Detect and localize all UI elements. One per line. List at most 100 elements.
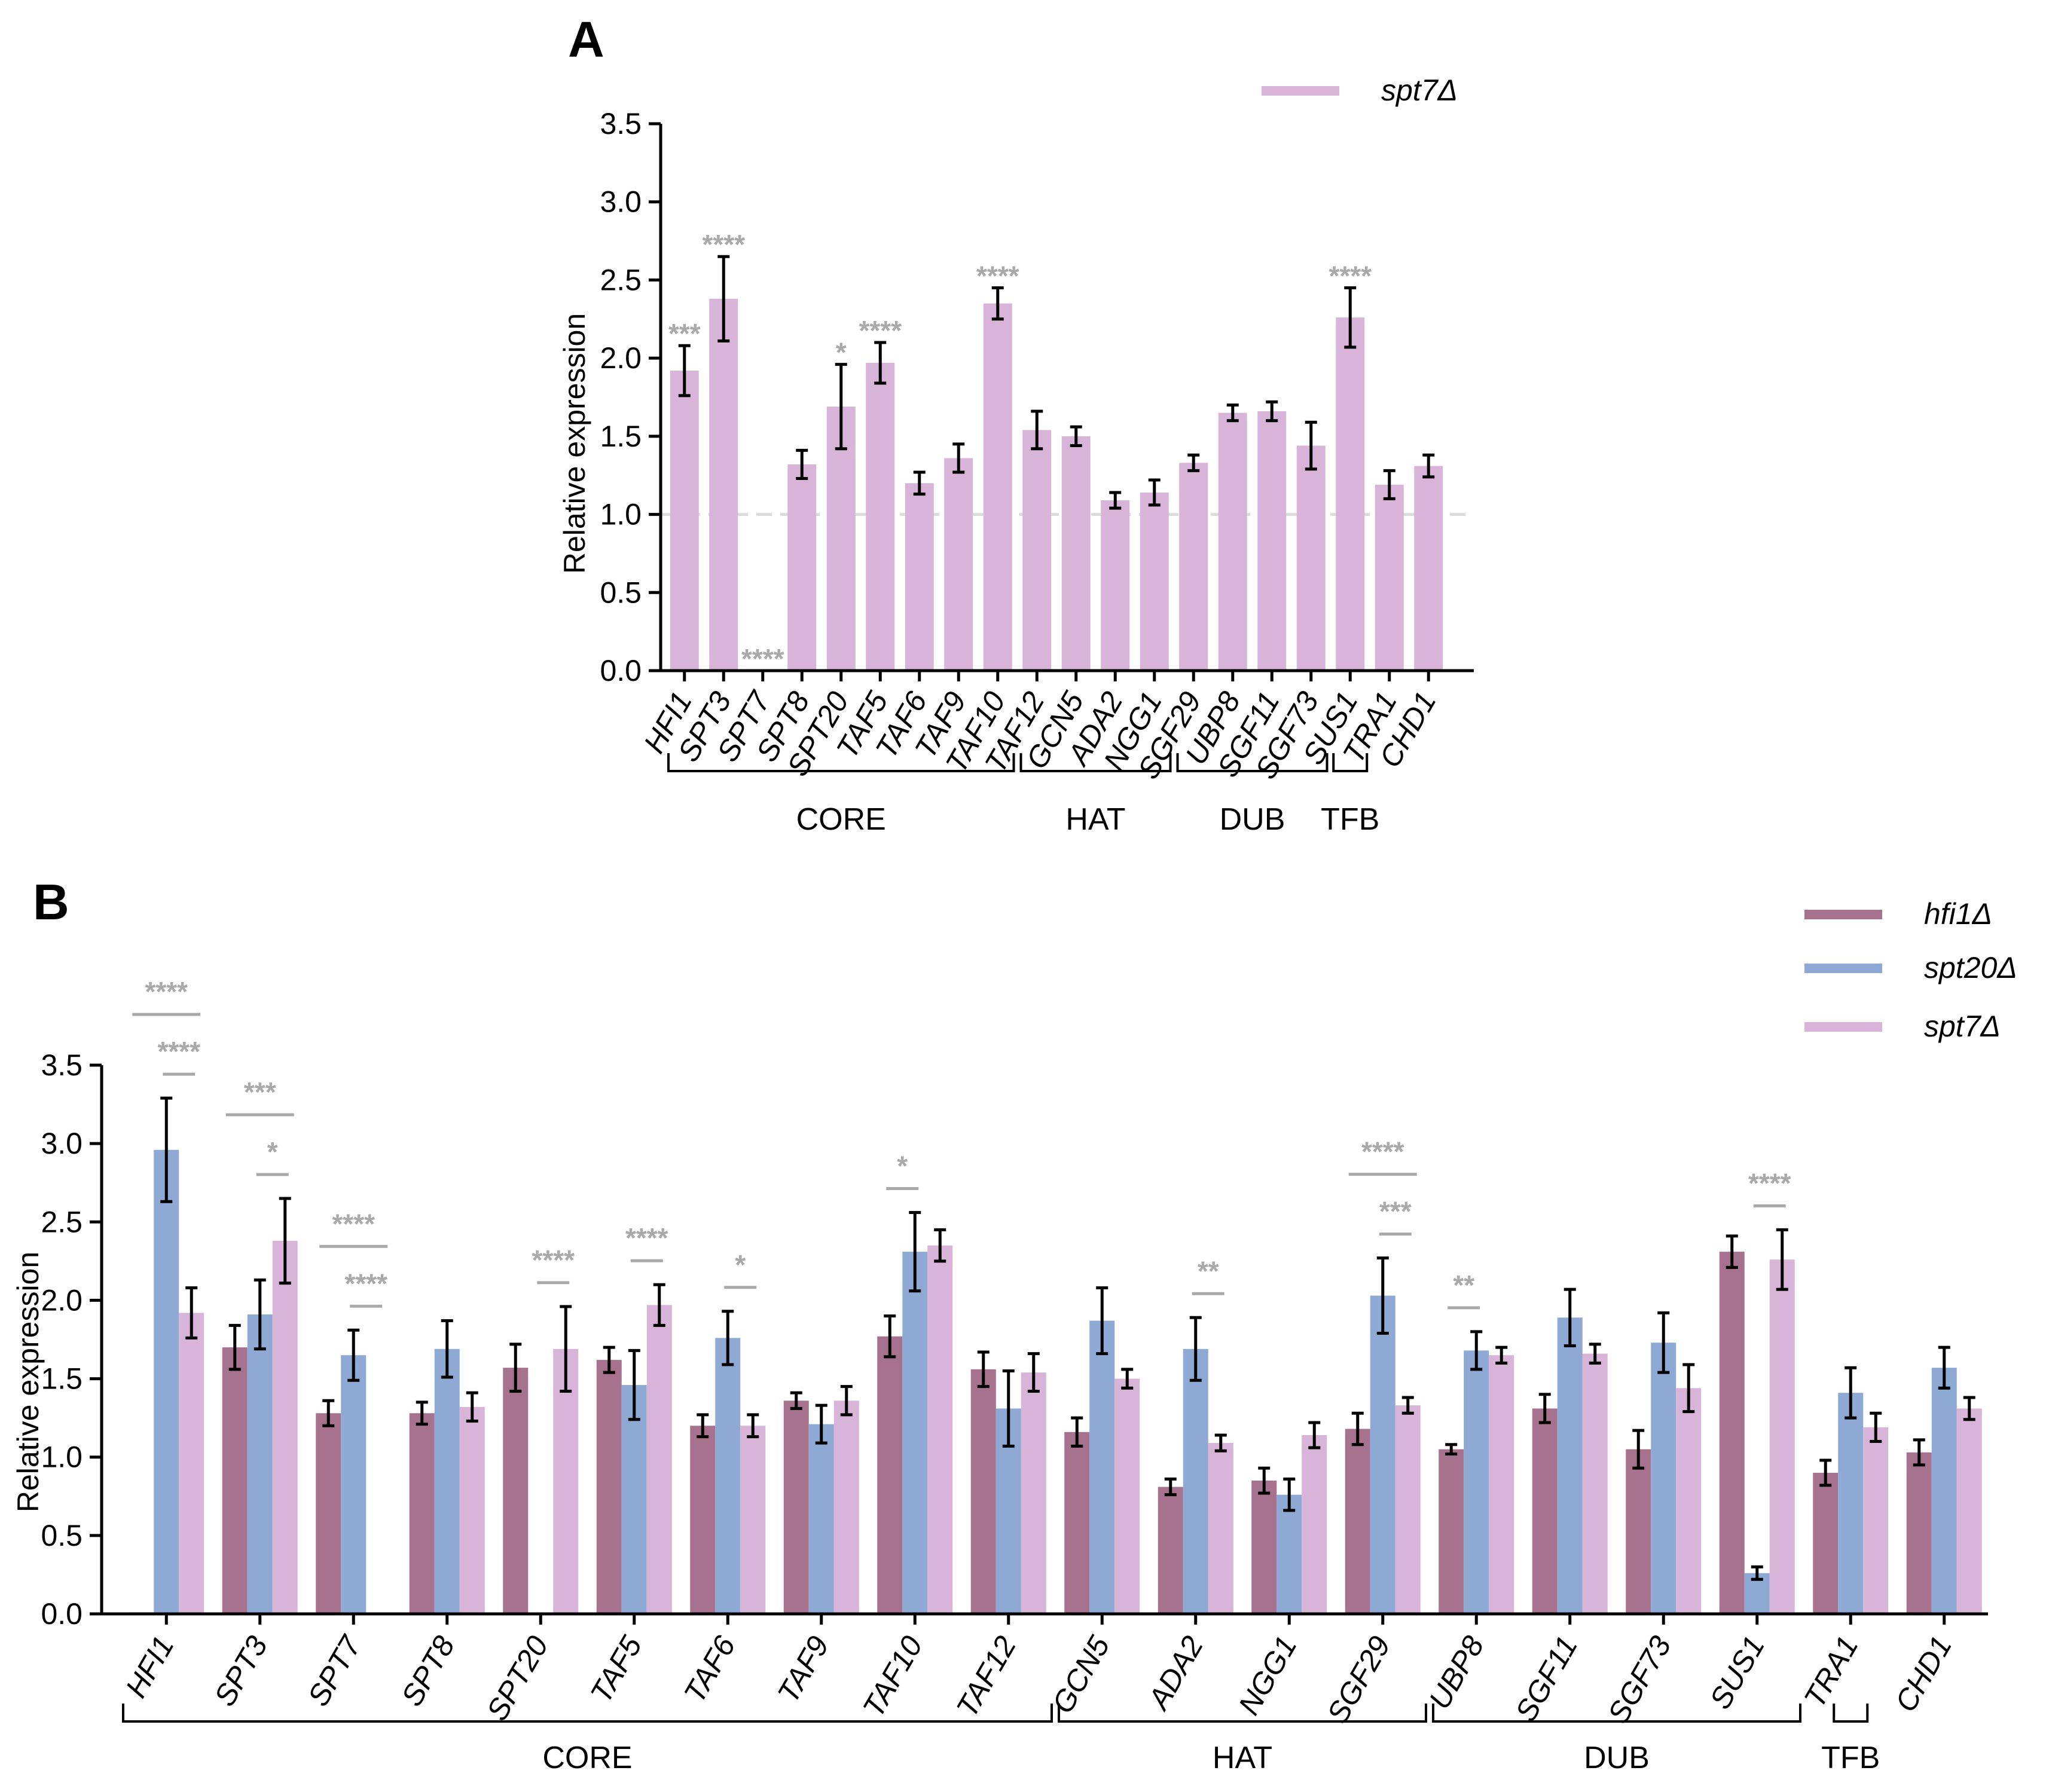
panel-b-bar-tra1-spt20 <box>1838 1393 1864 1614</box>
panel-b-error-bar-taf12-hfi1 <box>977 1350 990 1389</box>
panel-b-significance-spt3: * <box>267 1136 278 1167</box>
panel-a-legend-label-spt7: spt7Δ <box>1381 74 1458 107</box>
panel-b-groups: CORE HAT DUB TFB <box>122 1704 1880 1775</box>
panel-b-bar-sgf29-spt20 <box>1370 1295 1395 1614</box>
panel-a-y-tick-label: 2.5 <box>600 263 642 296</box>
panel-b-bar-tra1-hfi1 <box>1813 1472 1839 1614</box>
panel-b-bar-spt20-hfi1 <box>503 1368 529 1614</box>
panel-b-error-bar-ubp8-spt20 <box>1470 1330 1483 1371</box>
panel-b-group-label-tfb: TFB <box>1821 1741 1880 1775</box>
panel-a-error-bar-ngg1-spt7 <box>1148 478 1161 507</box>
panel-b-error-bar-taf9-spt7 <box>840 1385 853 1417</box>
panel-b-bar-spt8-hfi1 <box>409 1413 435 1614</box>
panel-b-error-bar-taf5-hfi1 <box>603 1345 615 1374</box>
panel-a-error-bar-ubp8-spt7 <box>1226 403 1239 423</box>
panel-b-error-bar-spt20-hfi1 <box>509 1343 522 1393</box>
panel-b-error-bar-tra1-spt7 <box>1870 1411 1882 1443</box>
panel-a-error-bar-hfi1-spt7 <box>678 344 691 397</box>
panel-b-bar-tra1-spt7 <box>1863 1427 1889 1614</box>
panel-b-significance-spt7: **** <box>332 1208 375 1239</box>
panel-b-bar-ngg1-hfi1 <box>1251 1481 1277 1614</box>
panel-b-bar-gcn5-spt20 <box>1089 1320 1115 1614</box>
panel-b-error-bar-hfi1-spt20 <box>160 1096 173 1203</box>
panel-b-y-tick-label: 1.5 <box>41 1362 83 1396</box>
panel-b-error-bar-tra1-spt20 <box>1845 1366 1857 1420</box>
panel-a-error-bar-chd1-spt7 <box>1422 453 1435 479</box>
panel-b-bar-gcn5-hfi1 <box>1064 1432 1090 1614</box>
panel-b-bar-taf10-spt20 <box>902 1252 928 1614</box>
panel-b-bar-sus1-spt7 <box>1769 1259 1795 1614</box>
panel-b-significance-taf5: **** <box>625 1222 668 1253</box>
panel-b-bar-ada2-hfi1 <box>1158 1487 1183 1614</box>
panel-b-bar-gcn5-spt7 <box>1114 1378 1140 1614</box>
panel-b-error-bar-ngg1-spt20 <box>1283 1477 1296 1512</box>
panel-b-bar-taf6-spt20 <box>715 1338 741 1614</box>
panel-a-bar-sus1-spt7 <box>1336 317 1365 671</box>
panel-b-group-bracket-core <box>122 1704 1053 1723</box>
panel-b-error-bar-spt8-hfi1 <box>416 1400 428 1426</box>
panel-b-significance-ubp8: ** <box>1453 1270 1474 1301</box>
panel-a-bar-chd1-spt7 <box>1414 466 1443 671</box>
panel-b-error-bar-ada2-spt20 <box>1189 1316 1202 1382</box>
panel-a-y-tick-label: 2.0 <box>600 341 642 375</box>
panel-a-y-tick-label: 0.0 <box>600 654 642 687</box>
panel-a-y-tick-label: 1.0 <box>600 498 642 531</box>
panel-b-error-bar-taf5-spt20 <box>628 1348 640 1421</box>
panel-a-error-bar-taf10-spt7 <box>991 286 1004 321</box>
panel-b-bar-taf5-spt20 <box>621 1385 647 1614</box>
panel-b-bar-taf6-hfi1 <box>690 1426 716 1614</box>
panel-b-significance-hfi1: **** <box>157 1036 200 1067</box>
panel-b-bar-chd1-hfi1 <box>1906 1452 1932 1614</box>
panel-b-bar-spt20-spt7 <box>553 1348 579 1614</box>
panel-b-bar-sgf73-hfi1 <box>1626 1449 1651 1614</box>
panel-a-bar-tra1-spt7 <box>1375 484 1404 671</box>
panel-b-legend-label-spt7: spt7Δ <box>1924 1010 2001 1043</box>
panel-b-bar-taf9-spt20 <box>808 1424 834 1614</box>
panel-a-significance-spt7: **** <box>741 643 784 674</box>
panel-b-error-bar-sgf29-spt7 <box>1401 1396 1414 1415</box>
panel-a-error-bar-sgf73-spt7 <box>1305 420 1317 471</box>
panel-b-bar-taf5-spt7 <box>646 1305 672 1614</box>
panel-b-error-bar-spt7-spt20 <box>347 1328 360 1382</box>
panel-a-bar-spt3-spt7 <box>709 298 738 671</box>
panel-b-bar-ubp8-spt7 <box>1489 1355 1514 1614</box>
panel-b-error-bar-sgf11-spt7 <box>1589 1343 1601 1365</box>
panel-a-axes <box>659 124 1474 672</box>
panel-b-error-bar-gcn5-hfi1 <box>1071 1416 1083 1448</box>
panel-a-bar-taf5-spt7 <box>866 362 895 671</box>
panel-a-error-bar-sgf29-spt7 <box>1187 453 1200 472</box>
panel-b-error-bar-tra1-hfi1 <box>1819 1458 1832 1487</box>
panel-b-bar-sgf11-spt20 <box>1557 1317 1583 1614</box>
panel-b-error-bar-taf5-spt7 <box>653 1283 665 1327</box>
panel-a-y-tick-label: 3.0 <box>600 185 642 219</box>
panel-a-group-bracket-tfb <box>1332 753 1369 772</box>
panel-b-significance-sgf29: *** <box>1379 1196 1412 1227</box>
panel-b-error-bar-ada2-spt7 <box>1214 1433 1227 1452</box>
panel-b-error-bar-taf12-spt7 <box>1027 1352 1040 1393</box>
panel-a-error-bar-sgf11-spt7 <box>1266 400 1278 423</box>
panel-b-error-bar-sgf73-spt7 <box>1682 1363 1695 1414</box>
panel-b-bar-taf9-spt7 <box>833 1400 859 1614</box>
panel-a-axis-lines <box>659 124 1474 672</box>
panel-a-error-bar-taf9-spt7 <box>952 442 965 474</box>
panel-b-error-bar-gcn5-spt7 <box>1121 1368 1134 1390</box>
panel-b-error-bar-taf10-spt7 <box>934 1228 946 1263</box>
panel-b-error-bar-spt3-spt20 <box>254 1278 266 1351</box>
panel-a-letter: A <box>568 11 604 68</box>
panel-a-group-bracket-dub <box>1176 753 1329 772</box>
panel-b-letter: B <box>33 874 69 930</box>
panel-b-group-label-core: CORE <box>542 1741 632 1775</box>
panel-b-bar-chd1-spt20 <box>1931 1368 1957 1614</box>
panel-a-significance-sus1: **** <box>1329 261 1372 292</box>
panel-a-bar-ngg1-spt7 <box>1140 492 1169 671</box>
panel-a-error-bar-spt8-spt7 <box>796 448 808 480</box>
panel-b-legend-label-spt20: spt20Δ <box>1924 951 2017 984</box>
panel-b-bar-spt3-hfi1 <box>222 1347 248 1614</box>
panel-a-y-axis: 0.0 0.5 1.0 1.5 2.0 2.5 3.0 3.5 <box>600 107 661 687</box>
panel-b-significance: ****************************************… <box>132 976 1791 1310</box>
panel-a-significance-hfi1: *** <box>668 318 701 349</box>
panel-b-y-tick-label: 0.0 <box>41 1597 83 1631</box>
panel-a-bar-taf9-spt7 <box>944 458 973 671</box>
panel-a-y-tick-label: 1.5 <box>600 420 642 453</box>
panel-a-significance-spt3: **** <box>702 229 745 260</box>
